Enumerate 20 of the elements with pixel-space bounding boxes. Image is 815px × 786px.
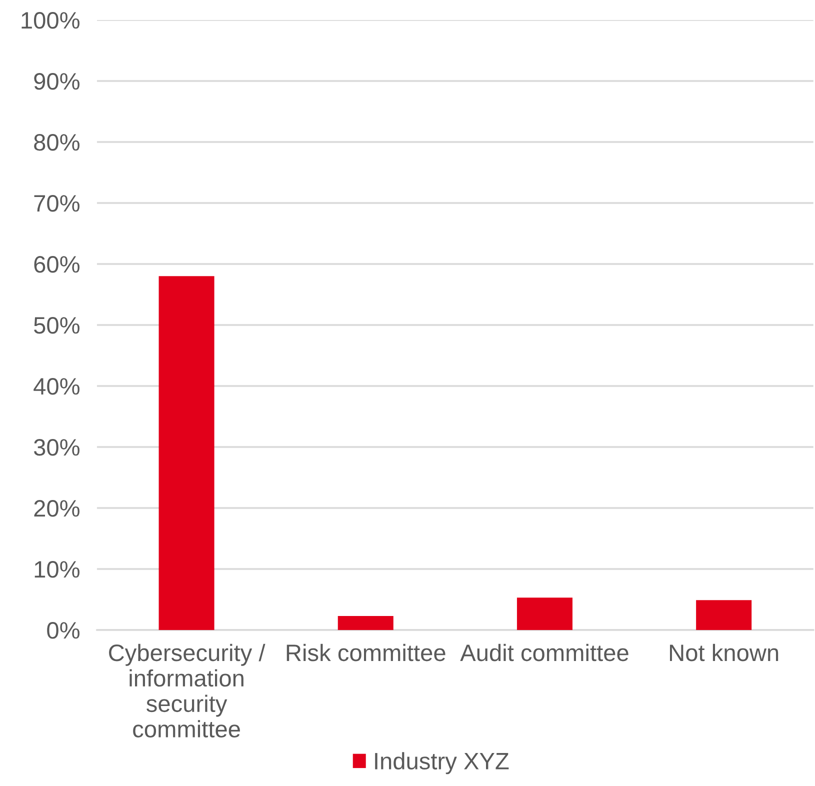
y-tick-label: 80%	[34, 134, 80, 151]
x-tick-label: Cybersecurity / information security committee	[109, 644, 266, 738]
y-tick-label: 40%	[34, 378, 80, 395]
y-tick-label: 100%	[22, 12, 80, 29]
y-tick-label: 0%	[47, 622, 80, 639]
bar	[516, 598, 572, 630]
y-tick-label: 20%	[34, 500, 80, 517]
bar	[158, 276, 214, 630]
legend-label: Industry XYZ	[375, 752, 509, 774]
x-tick-label: Not known	[670, 644, 778, 662]
bar	[696, 600, 752, 630]
x-tick-label: Risk committee	[286, 644, 446, 662]
bar	[338, 616, 394, 630]
y-tick-label: 90%	[34, 73, 80, 90]
y-tick-label: 70%	[34, 195, 80, 212]
y-tick-label: 10%	[34, 561, 80, 578]
y-tick-label: 50%	[34, 317, 80, 334]
x-tick-label: Audit committee	[460, 644, 628, 662]
y-tick-label: 60%	[34, 256, 80, 273]
y-tick-label: 30%	[34, 439, 80, 456]
